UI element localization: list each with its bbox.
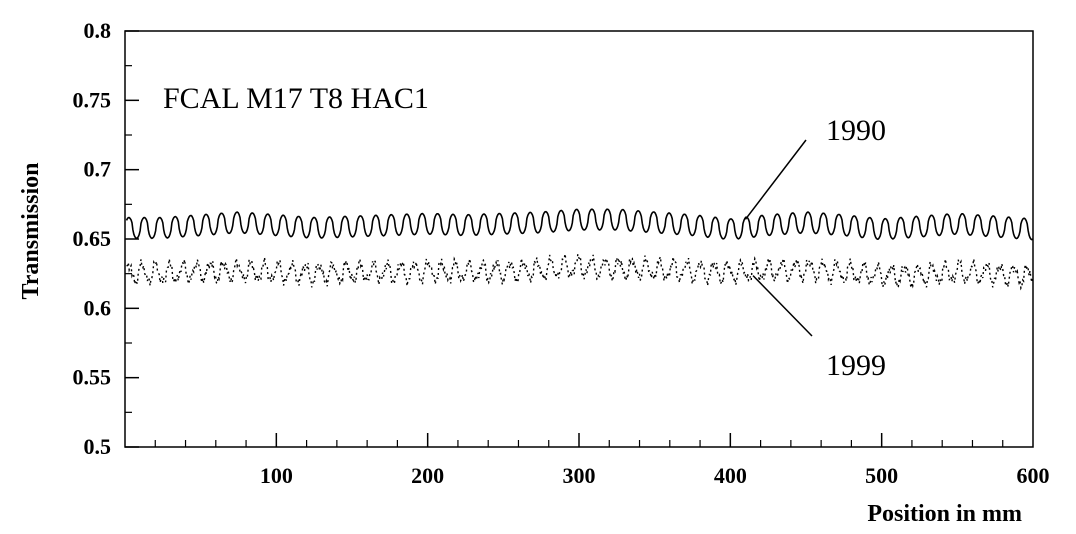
annotation-label-1990: 1990 [826, 114, 886, 147]
annotation-label-1999: 1999 [826, 349, 886, 382]
y-axis-ticks: 0.5 0.55 0.6 0.65 0.7 0.75 0.8 [73, 18, 139, 459]
x-tick-label: 100 [260, 463, 293, 488]
annotation-layer: 1990 1999 [744, 114, 886, 382]
x-tick-label: 200 [411, 463, 444, 488]
series-line-1990 [125, 208, 1033, 241]
y-tick-label: 0.5 [84, 434, 112, 459]
y-tick-label: 0.8 [84, 18, 112, 43]
x-tick-label: 600 [1017, 463, 1050, 488]
x-tick-label: 400 [714, 463, 747, 488]
y-tick-label: 0.75 [73, 87, 112, 112]
x-tick-label: 300 [563, 463, 596, 488]
y-tick-label: 0.6 [84, 295, 112, 320]
series-layer [125, 208, 1034, 291]
y-tick-label: 0.65 [73, 226, 112, 251]
x-tick-label: 500 [865, 463, 898, 488]
y-tick-label: 0.55 [73, 365, 112, 390]
x-axis-ticks: 100 200 300 400 500 600 [154, 433, 1050, 488]
annotation-leader-1999 [752, 275, 813, 337]
plot-title: FCAL M17 T8 HAC1 [163, 82, 429, 115]
series-line-1999 [126, 253, 1034, 291]
x-axis-title: Position in mm [867, 501, 1022, 527]
y-axis-title: Transmission [18, 163, 44, 300]
y-tick-label: 0.7 [84, 157, 112, 182]
annotation-leader-1990 [744, 139, 807, 220]
